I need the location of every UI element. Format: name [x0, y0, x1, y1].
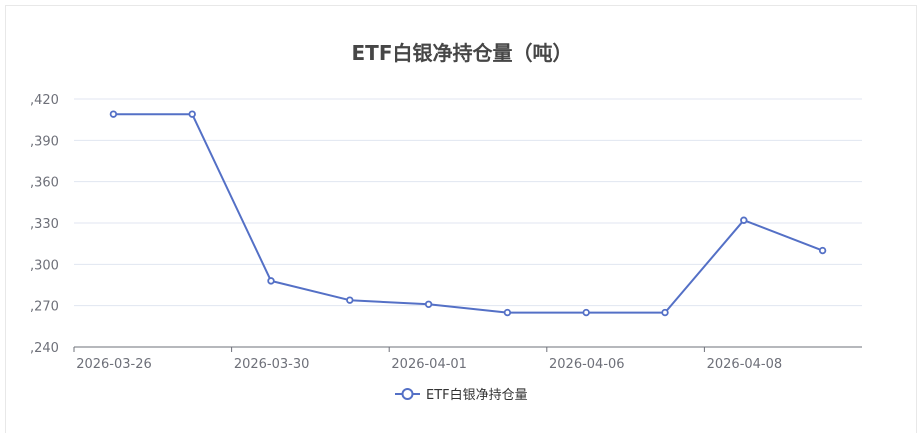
- data-point[interactable]: [109, 110, 118, 118]
- data-point[interactable]: [503, 308, 512, 317]
- data-point[interactable]: [818, 246, 827, 255]
- chart-title: ETF白银净持仓量（吨）: [352, 41, 573, 65]
- x-tick-label: 2026-04-08: [707, 357, 783, 372]
- y-tick-label: ,420: [30, 93, 59, 108]
- series-layer: [109, 110, 827, 317]
- legend-marker-icon: [401, 388, 414, 400]
- x-tick-label: 2026-04-06: [549, 357, 625, 372]
- y-tick-label: ,330: [30, 217, 59, 232]
- x-tick-label: 2026-03-30: [234, 357, 310, 372]
- data-point[interactable]: [267, 277, 275, 285]
- data-point[interactable]: [661, 308, 669, 317]
- legend-label[interactable]: ETF白银净持仓量: [426, 387, 528, 403]
- x-tick-label: 2026-04-01: [391, 357, 467, 372]
- data-point[interactable]: [424, 300, 433, 308]
- data-point[interactable]: [740, 216, 748, 224]
- data-point[interactable]: [582, 308, 590, 317]
- y-tick-label: ,360: [30, 176, 59, 191]
- y-tick-label: ,300: [30, 258, 59, 273]
- chart-frame: [5, 5, 917, 433]
- x-tick-label: 2026-03-26: [76, 357, 152, 372]
- y-tick-label: ,390: [30, 134, 59, 149]
- grid-lines: [74, 98, 862, 307]
- series-line: [113, 113, 823, 314]
- y-tick-label: ,270: [30, 300, 59, 315]
- y-tick-label: ,240: [30, 341, 59, 356]
- x-axis: 2026-03-26 2026-03-30 2026-04-01 2026-04-06…: [73, 346, 862, 372]
- y-axis-ticks: ,240 ,270 ,300 ,330 ,360 ,390 ,420: [30, 93, 59, 356]
- legend[interactable]: ETF白银净持仓量: [395, 387, 528, 403]
- data-point[interactable]: [188, 110, 196, 118]
- data-point[interactable]: [346, 296, 354, 304]
